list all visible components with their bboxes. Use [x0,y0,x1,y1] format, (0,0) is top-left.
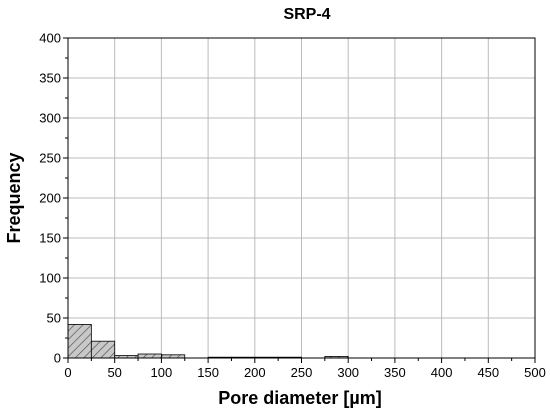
x-tick-label: 100 [151,365,173,380]
y-tick-label: 250 [39,151,61,166]
y-axis-title: Frequency [4,152,24,243]
y-tick-label: 400 [39,31,61,46]
x-tick-label: 250 [291,365,313,380]
histogram-bar [67,323,92,359]
grid [68,38,535,358]
histogram-bar [137,353,162,359]
y-tick-label: 100 [39,271,61,286]
x-tick-label: 50 [107,365,121,380]
x-tick-label: 200 [244,365,266,380]
y-tick-label: 200 [39,191,61,206]
x-tick-label: 0 [64,365,71,380]
y-tick-labels: 0 50 100 150 200 250 300 350 400 [39,31,61,366]
x-tick-label: 400 [431,365,453,380]
x-tick-label: 350 [384,365,406,380]
y-tick-label: 50 [47,311,61,326]
histogram-bar [90,340,116,359]
x-tick-label: 300 [337,365,359,380]
y-tick-label: 150 [39,231,61,246]
y-tick-label: 0 [54,351,61,366]
x-tick-label: 150 [197,365,219,380]
chart-title: SRP-4 [283,6,330,23]
y-tick-label: 300 [39,111,61,126]
x-tick-label: 500 [524,365,546,380]
x-tick-label: 450 [477,365,499,380]
y-tick-label: 350 [39,71,61,86]
ticks [63,37,536,363]
x-axis-title: Pore diameter [µm] [218,388,381,408]
x-tick-labels: 0 50 100 150 200 250 300 350 400 450 500 [64,365,545,380]
